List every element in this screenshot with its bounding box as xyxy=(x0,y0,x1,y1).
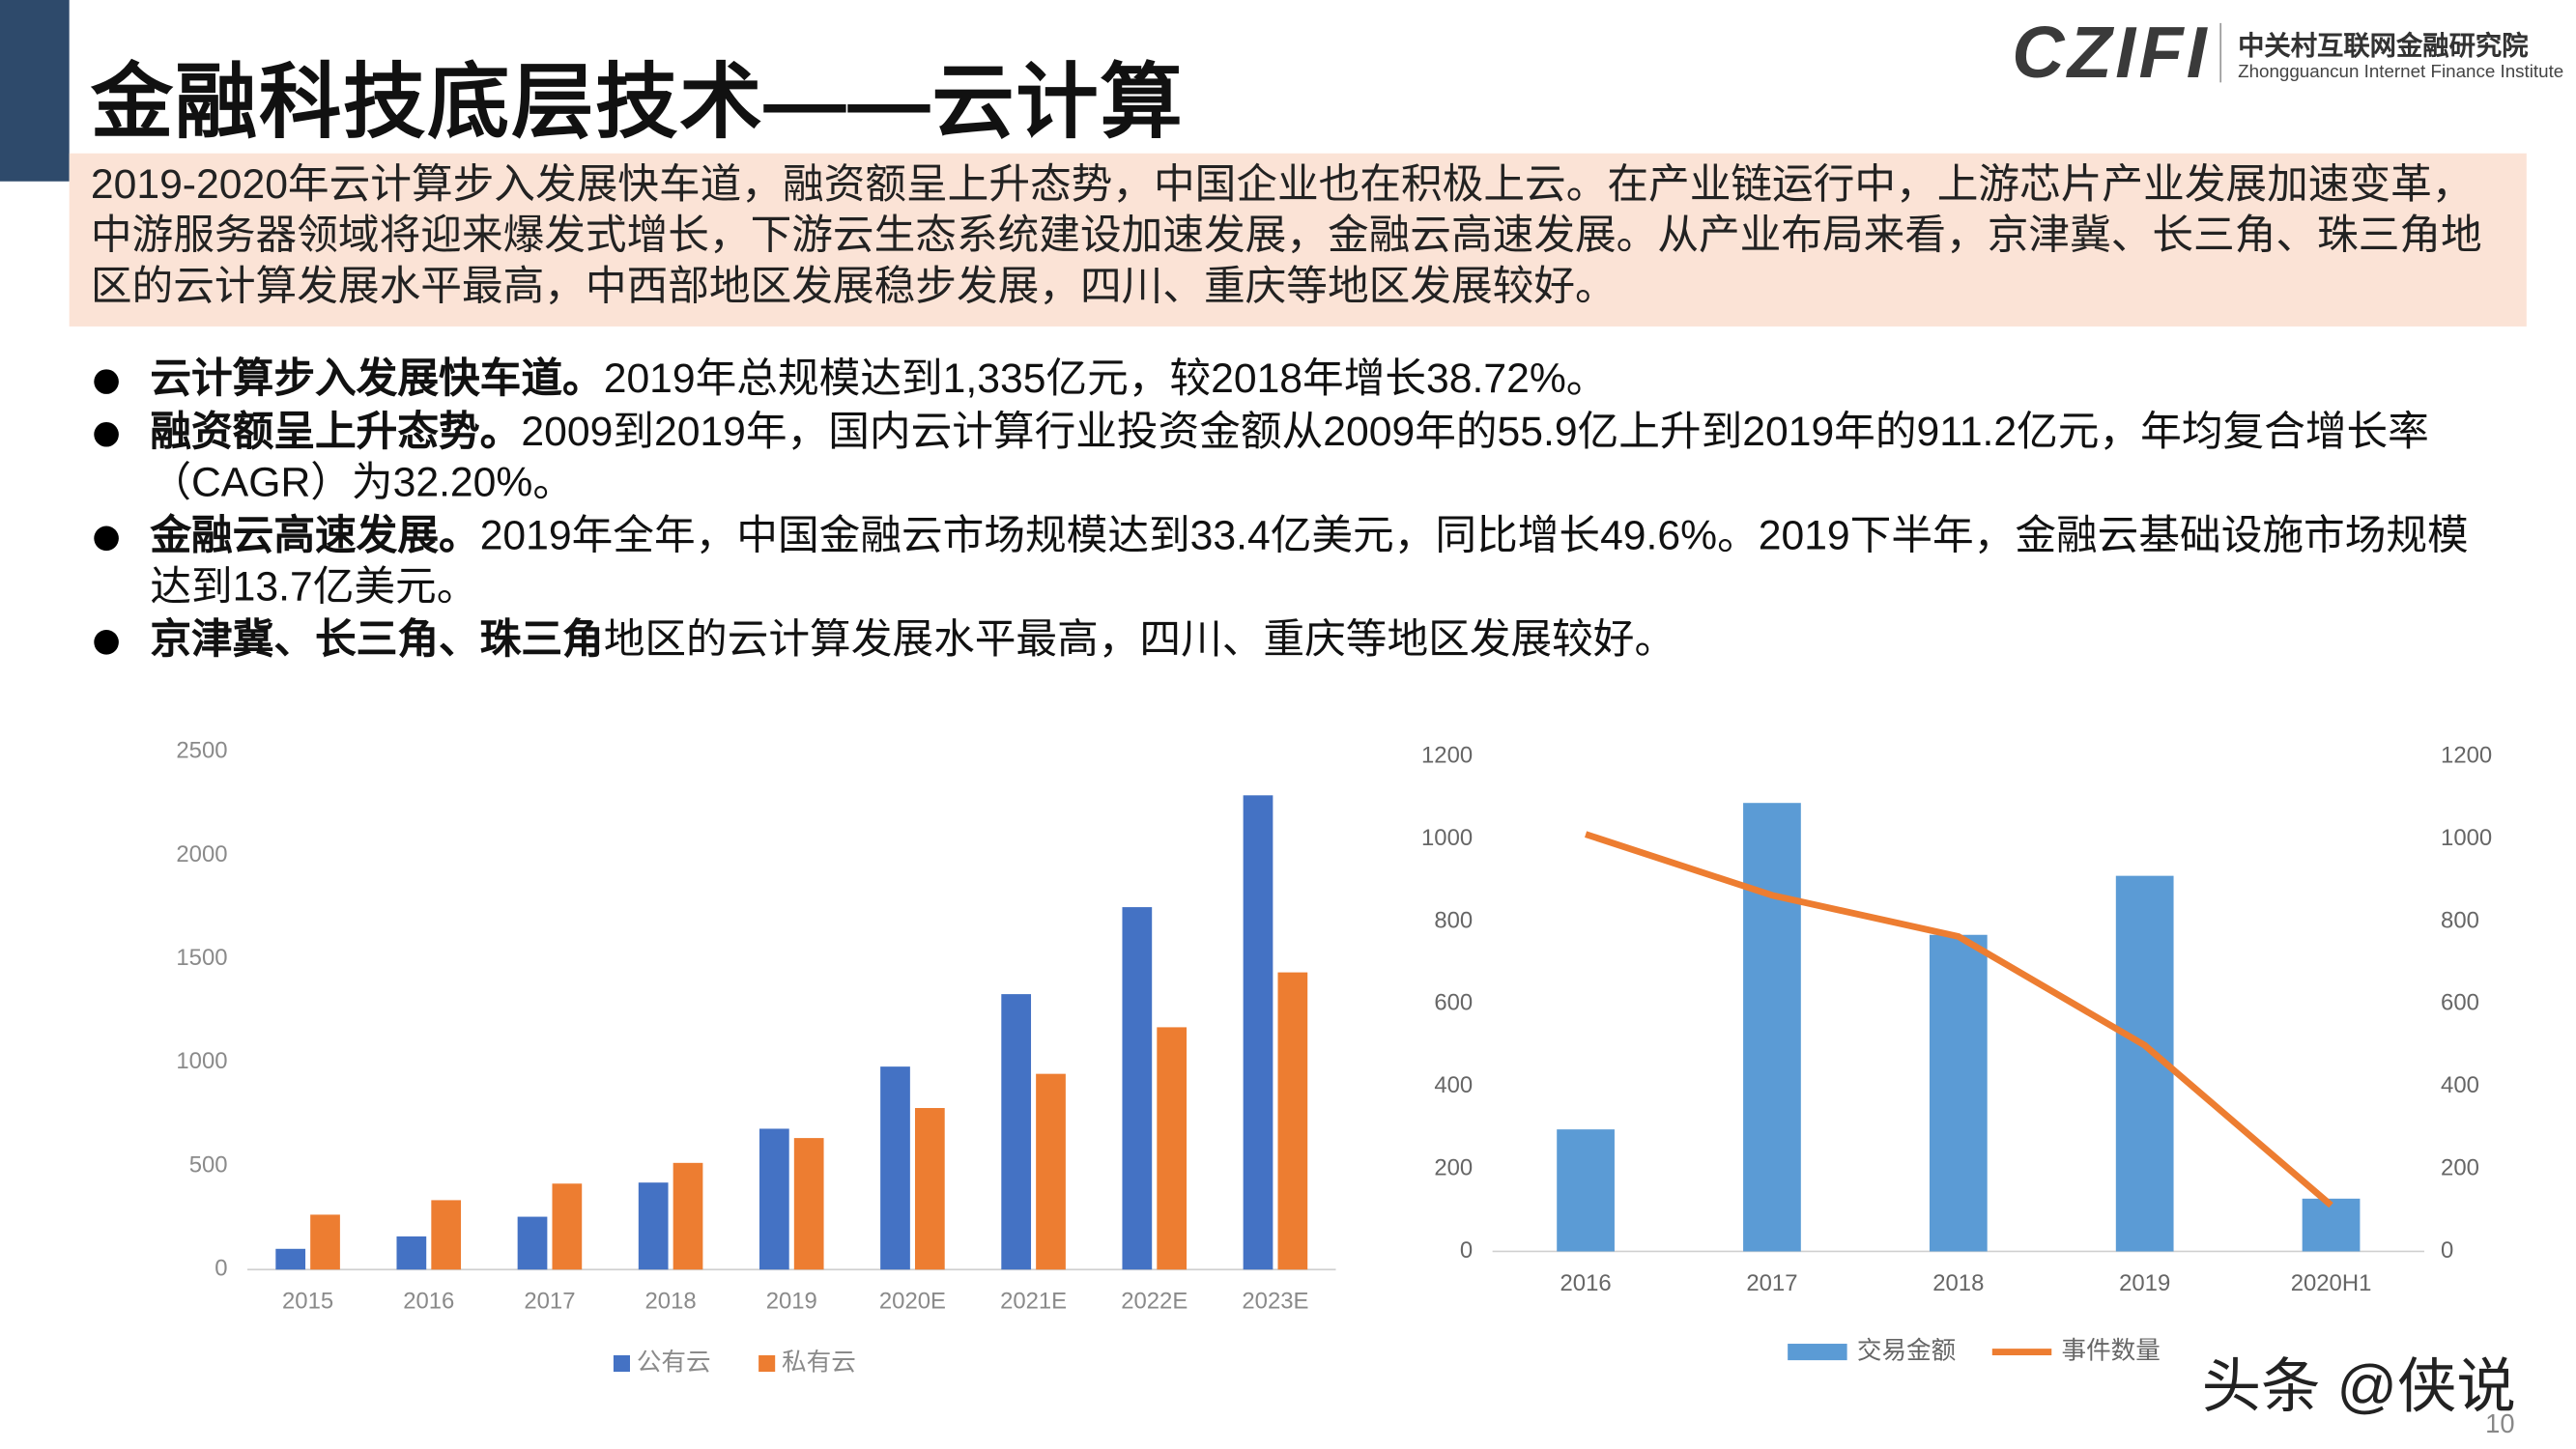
y-tick-label: 800 xyxy=(1434,907,1473,933)
org-name-en: Zhongguancun Internet Finance Institute xyxy=(2238,62,2564,83)
watermark: 头条 @侠说 xyxy=(2201,1351,2516,1420)
bullet-lead: 金融云高速发展。 xyxy=(150,511,480,558)
bullet-lead: 云计算步入发展快车道。 xyxy=(150,355,604,403)
bar xyxy=(1157,1027,1188,1270)
y-tick-label: 0 xyxy=(215,1256,227,1282)
x-tick-label: 2016 xyxy=(403,1289,454,1315)
line xyxy=(1585,831,2333,1208)
bar xyxy=(2302,1198,2361,1252)
y2-tick-label: 0 xyxy=(2441,1237,2453,1264)
y-tick-label: 500 xyxy=(189,1151,228,1178)
y-tick-label: 400 xyxy=(1434,1072,1473,1098)
x-tick-label: 2017 xyxy=(524,1289,575,1315)
bar xyxy=(1036,1073,1066,1270)
bullet: 融资额呈上升态势。2009到2019年，国内云计算行业投资金额从2009年的55… xyxy=(91,407,2499,511)
slide-title: 金融科技底层技术——云计算 xyxy=(90,56,1185,149)
bar xyxy=(1243,795,1274,1270)
bar xyxy=(880,1066,910,1270)
x-tick-label: 2018 xyxy=(645,1289,697,1315)
bar xyxy=(517,1216,548,1270)
y2-tick-label: 600 xyxy=(2441,990,2479,1016)
legend-swatch xyxy=(758,1354,776,1373)
bullet-text: 2019年总规模达到1,335亿元，较2018年增长38.72%。 xyxy=(603,355,1608,403)
bar xyxy=(552,1183,583,1270)
legend-swatch xyxy=(1788,1344,1847,1361)
bullet-text: 地区的云计算发展水平最高，四川、重庆等地区发展较好。 xyxy=(603,615,1676,663)
legend-label: 公有云 xyxy=(637,1348,711,1376)
y-tick-label: 0 xyxy=(1460,1237,1473,1264)
bar xyxy=(431,1200,462,1270)
y-tick-label: 200 xyxy=(1434,1154,1473,1180)
bullet-dot xyxy=(94,525,119,551)
x-tick-label: 2022E xyxy=(1121,1289,1188,1315)
bullet-dot xyxy=(94,421,119,446)
bullet-lead: 京津冀、长三角、珠三角 xyxy=(150,615,604,663)
bullet-dot xyxy=(94,369,119,394)
y2-tick-label: 400 xyxy=(2441,1072,2479,1098)
x-tick-label: 2015 xyxy=(282,1289,333,1315)
y2-tick-label: 200 xyxy=(2441,1154,2479,1180)
bullet-list: 云计算步入发展快车道。2019年总规模达到1,335亿元，较2018年增长38.… xyxy=(91,355,2499,667)
x-tick-label: 2018 xyxy=(1932,1270,1984,1296)
bullet: 金融云高速发展。2019年全年，中国金融云市场规模达到33.4亿美元，同比增长4… xyxy=(91,510,2499,614)
bar xyxy=(1929,934,1988,1252)
x-tick-label: 2019 xyxy=(766,1289,817,1315)
x-tick-label: 2020E xyxy=(879,1289,946,1315)
y2-tick-label: 1200 xyxy=(2441,743,2492,769)
bar xyxy=(793,1138,824,1270)
logo-divider xyxy=(2219,22,2222,83)
accent-bar xyxy=(0,0,70,182)
bar xyxy=(396,1236,427,1270)
y2-tick-label: 800 xyxy=(2441,907,2479,933)
y-tick-label: 1000 xyxy=(176,1048,227,1074)
bar xyxy=(1277,972,1308,1270)
logo: CZIFI xyxy=(2012,13,2211,95)
y2-tick-label: 1000 xyxy=(2441,825,2492,851)
y-tick-label: 2000 xyxy=(176,841,227,867)
bar xyxy=(1001,994,1032,1270)
legend-label: 私有云 xyxy=(782,1348,856,1376)
bar xyxy=(1557,1129,1615,1252)
bullet: 云计算步入发展快车道。2019年总规模达到1,335亿元，较2018年增长38.… xyxy=(91,355,2499,407)
x-tick-label: 2021E xyxy=(1000,1289,1067,1315)
y-tick-label: 1200 xyxy=(1421,743,1473,769)
x-tick-label: 2023E xyxy=(1242,1289,1308,1315)
bullet-lead: 融资额呈上升态势。 xyxy=(150,408,522,455)
bullet-text: 2009到2019年，国内云计算行业投资金额从2009年的55.9亿上升到201… xyxy=(150,408,2429,506)
y-tick-label: 2500 xyxy=(176,738,227,764)
legend-label: 事件数量 xyxy=(2061,1336,2160,1364)
x-tick-label: 2020H1 xyxy=(2291,1270,2372,1296)
summary-box: 2019-2020年云计算步入发展快车道，融资额呈上升态势，中国企业也在积极上云… xyxy=(69,153,2527,327)
bar xyxy=(1122,907,1153,1270)
y-tick-label: 1500 xyxy=(176,945,227,971)
x-tick-label: 2019 xyxy=(2119,1270,2170,1296)
bar xyxy=(1743,803,1801,1252)
bar xyxy=(275,1248,306,1270)
bullet-dot xyxy=(94,629,119,654)
bar xyxy=(758,1128,789,1270)
bar xyxy=(638,1182,669,1270)
y-tick-label: 1000 xyxy=(1421,825,1473,851)
bar xyxy=(673,1162,703,1270)
legend-label: 交易金额 xyxy=(1857,1336,1956,1364)
bullet-text: 2019年全年，中国金融云市场规模达到33.4亿美元，同比增长49.6%。201… xyxy=(150,511,2469,611)
page-number: 10 xyxy=(2485,1411,2515,1440)
x-tick-label: 2017 xyxy=(1746,1270,1797,1296)
legend-swatch xyxy=(613,1354,630,1373)
x-tick-label: 2016 xyxy=(1560,1270,1612,1296)
y-tick-label: 600 xyxy=(1434,990,1473,1016)
org-name: 中关村互联网金融研究院 xyxy=(2238,33,2529,62)
bar xyxy=(914,1108,945,1270)
bullet: 京津冀、长三角、珠三角地区的云计算发展水平最高，四川、重庆等地区发展较好。 xyxy=(91,614,2499,667)
bar xyxy=(310,1214,340,1270)
